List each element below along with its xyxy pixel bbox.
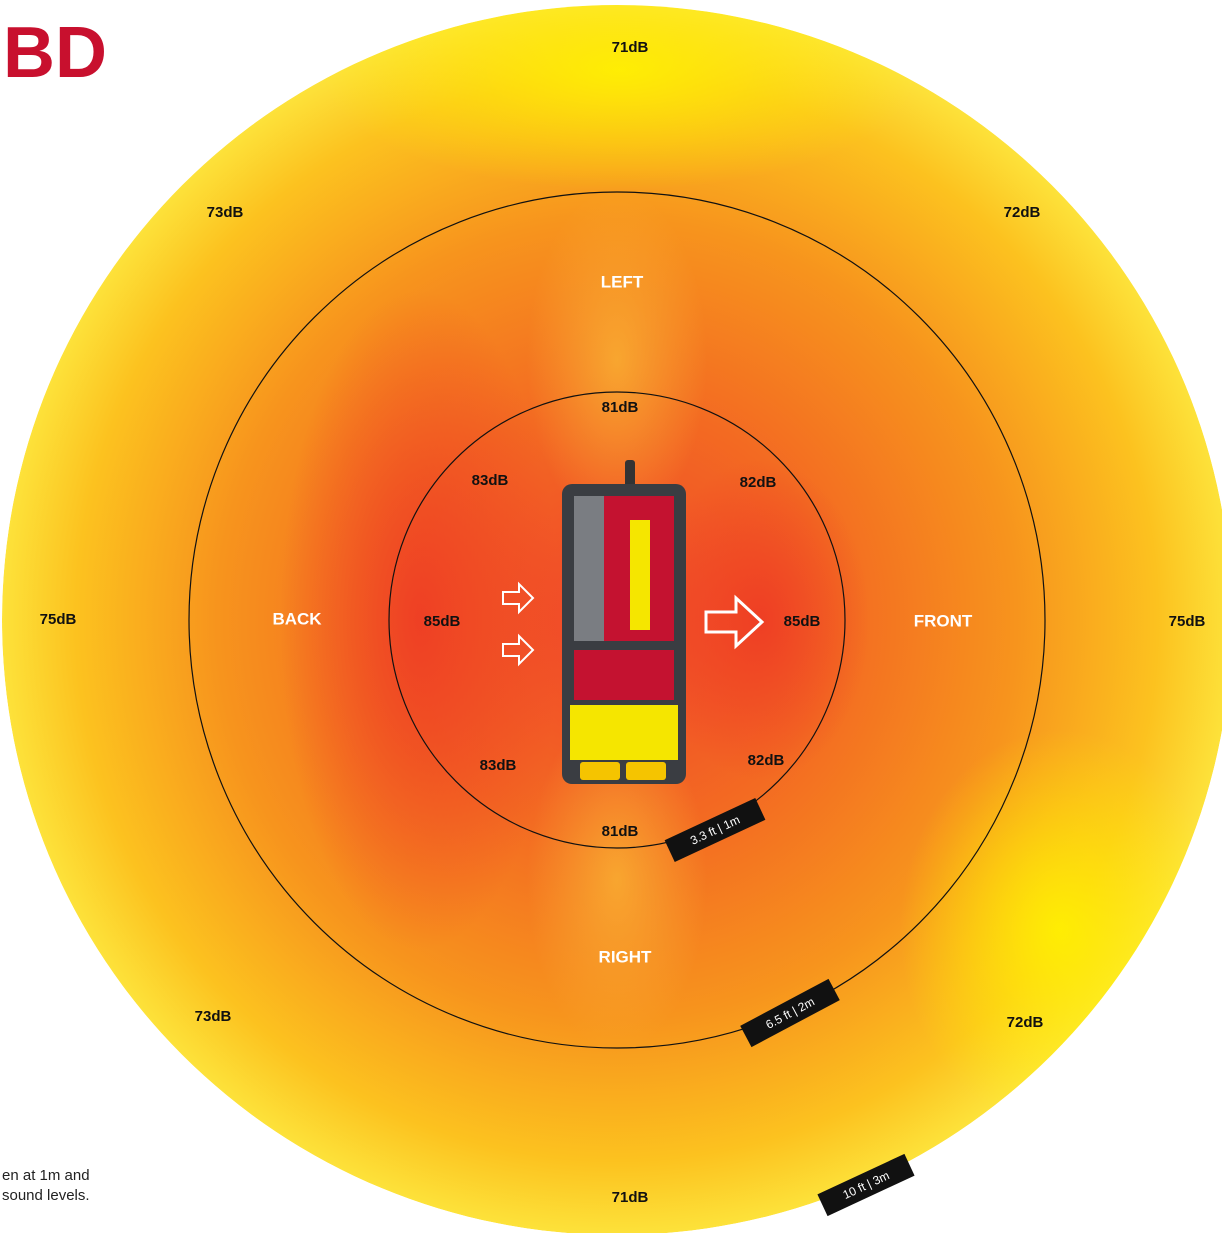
db-label: 82dB	[740, 474, 777, 491]
caption-line: en at 1m and	[2, 1167, 90, 1184]
direction: FRONT	[914, 611, 973, 630]
db-label: 72dB	[1007, 1014, 1044, 1031]
db-label: 73dB	[207, 204, 244, 221]
direction: RIGHT	[599, 947, 653, 966]
warm-zone	[527, 710, 707, 1050]
inner-labels: 81dB 83dB 82dB 85dB 85dB 83dB 82dB 81dB	[424, 399, 821, 840]
distance-tags: 3.3 ft | 1m 6.5 ft | 2m 10 ft | 3m	[664, 797, 915, 1217]
db-label: 85dB	[784, 613, 821, 630]
caption-line: sound levels.	[2, 1187, 90, 1204]
db-label: 83dB	[480, 757, 517, 774]
db-label: 71dB	[612, 39, 649, 56]
db-label: 71dB	[612, 1189, 649, 1206]
direction: BACK	[272, 609, 322, 628]
yellow-zone	[900, 730, 1220, 1130]
device	[562, 460, 686, 784]
db-label: 82dB	[748, 752, 785, 769]
db-label: 73dB	[195, 1008, 232, 1025]
warm-zone	[527, 190, 707, 530]
outer-labels: 71dB 73dB 72dB 75dB 75dB 73dB 72dB 71dB	[40, 39, 1206, 1206]
direction-labels: LEFT BACK FRONT RIGHT	[272, 272, 972, 966]
db-label: 85dB	[424, 613, 461, 630]
logo: BD	[3, 13, 107, 93]
db-label: 72dB	[1004, 204, 1041, 221]
db-label: 75dB	[1169, 613, 1206, 630]
db-label: 83dB	[472, 472, 509, 489]
db-label: 81dB	[602, 399, 639, 416]
db-label: 75dB	[40, 611, 77, 628]
hot-zone	[280, 290, 560, 950]
airflow-arrows	[502, 581, 765, 667]
direction: LEFT	[601, 272, 644, 291]
db-label: 81dB	[602, 823, 639, 840]
ring-2m	[188, 191, 1046, 1049]
ring-1m	[388, 391, 846, 849]
